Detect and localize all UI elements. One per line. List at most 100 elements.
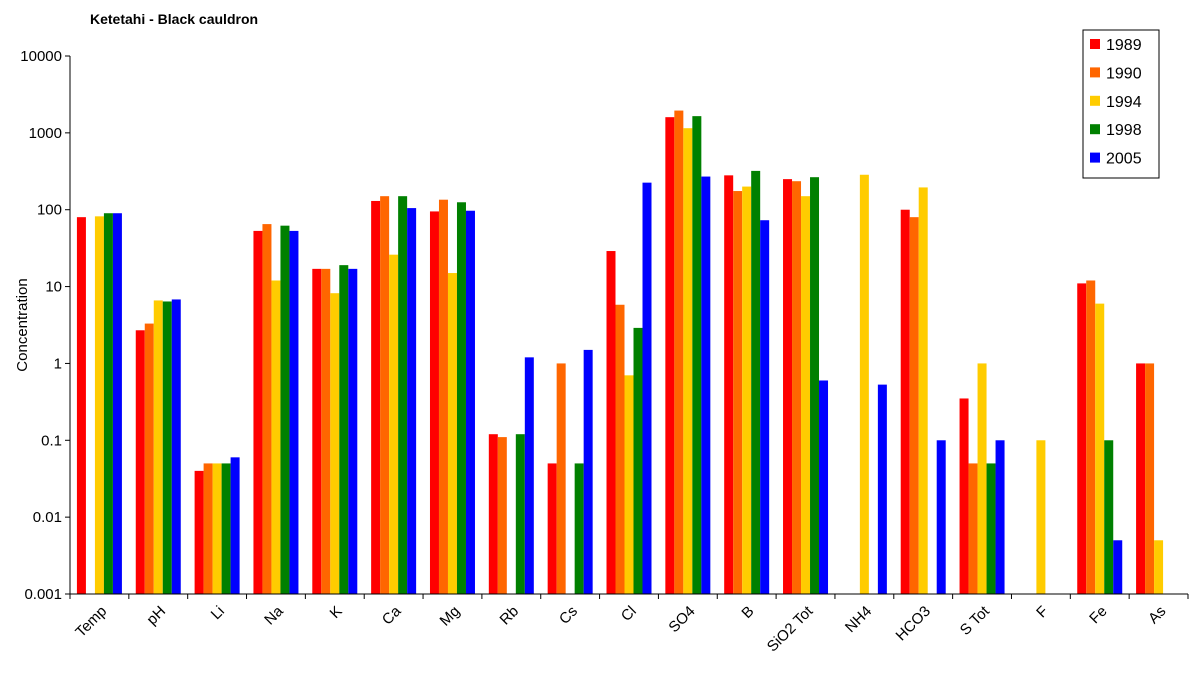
bar-2005-b	[760, 220, 770, 594]
bar-1989-li	[194, 470, 204, 594]
bar-1994-ph	[153, 300, 163, 594]
bar-1998-cl	[633, 327, 643, 594]
bar-1994-k	[330, 293, 340, 594]
bar-2005-li	[230, 457, 240, 594]
x-tick-label: SO4	[665, 603, 698, 636]
bar-1998-na	[280, 225, 290, 594]
bar-1990-as	[1145, 363, 1155, 594]
x-tick-label: Fe	[1086, 603, 1110, 627]
bar-1989-so4	[665, 117, 675, 594]
x-tick-label: Li	[208, 603, 228, 623]
bar-1989-as	[1136, 363, 1146, 594]
y-tick-label: 1	[54, 355, 62, 372]
bar-1990-k	[321, 268, 331, 594]
y-tick-label: 1000	[29, 125, 62, 142]
legend-swatch	[1090, 39, 1100, 49]
bar-2005-ca	[407, 208, 417, 594]
bar-1994-cl	[624, 375, 634, 594]
x-tick-label: Cl	[618, 603, 640, 625]
bar-1990-sio2-tot	[792, 181, 802, 594]
bar-2005-sio2-tot	[819, 380, 829, 594]
bar-1990-rb	[497, 437, 507, 594]
bar-1989-hco3	[900, 209, 910, 594]
x-tick-label: B	[738, 603, 757, 622]
bar-1994-li	[212, 463, 222, 594]
bar-1989-ca	[371, 200, 381, 595]
bar-2005-cs	[583, 349, 593, 594]
bar-1990-cs	[556, 363, 566, 594]
bar-1989-temp	[76, 217, 86, 594]
y-tick-label: 0.1	[41, 432, 62, 449]
legend-label: 1998	[1106, 122, 1142, 139]
bar-1990-s-tot	[968, 463, 978, 594]
bar-2005-rb	[524, 357, 534, 594]
x-tick-label: Mg	[437, 603, 464, 630]
bar-2005-mg	[465, 210, 475, 595]
x-tick-label: NH4	[842, 603, 875, 636]
bar-2005-na	[289, 230, 299, 595]
bar-1998-mg	[456, 202, 466, 594]
legend-swatch	[1090, 152, 1100, 163]
bar-1998-li	[221, 463, 231, 594]
bar-1994-nh4	[859, 174, 869, 594]
bar-2005-temp	[112, 213, 122, 594]
legend-label: 1989	[1106, 37, 1142, 54]
bar-1989-b	[724, 175, 734, 595]
bar-1990-na	[262, 224, 272, 594]
y-tick-label: 100	[37, 202, 62, 219]
bar-1989-cs	[547, 463, 557, 594]
bar-1990-fe	[1086, 280, 1096, 594]
bar-1994-f	[1036, 440, 1046, 594]
x-tick-label: S Tot	[957, 602, 994, 639]
bar-2005-k	[348, 268, 358, 594]
bar-1998-ca	[398, 196, 408, 594]
bar-2005-cl	[642, 182, 652, 594]
x-tick-label: Cs	[556, 603, 581, 628]
bar-1994-s-tot	[977, 363, 987, 594]
bars-group	[76, 110, 1164, 595]
bar-1998-so4	[692, 116, 702, 595]
bar-2005-s-tot	[995, 440, 1005, 594]
y-tick-label: 10000	[20, 48, 62, 65]
bar-1994-sio2-tot	[801, 196, 811, 594]
bar-1998-ph	[162, 301, 172, 594]
bar-1994-na	[271, 280, 281, 594]
bar-1989-cl	[606, 251, 616, 594]
bar-1994-fe	[1095, 303, 1105, 594]
bar-1998-sio2-tot	[810, 177, 820, 594]
legend-label: 1994	[1106, 94, 1142, 111]
x-tick-label: SiO2 Tot	[764, 602, 817, 655]
x-tick-label: As	[1145, 603, 1169, 627]
bar-1990-cl	[615, 304, 625, 594]
bar-1989-k	[312, 268, 322, 594]
bar-1990-b	[733, 191, 743, 594]
y-tick-label: 0.01	[33, 509, 62, 526]
x-tick-label: K	[327, 603, 346, 622]
bar-1998-fe	[1104, 440, 1114, 594]
x-tick-label: HCO3	[893, 603, 934, 644]
bar-1990-mg	[438, 199, 448, 594]
bar-1998-cs	[574, 463, 584, 594]
bar-1994-mg	[447, 273, 457, 594]
bar-1989-fe	[1077, 283, 1087, 594]
legend-label: 1990	[1106, 65, 1142, 82]
x-tick-label: Rb	[497, 603, 523, 629]
bar-1990-li	[203, 463, 213, 594]
x-tick-label: Na	[261, 602, 287, 628]
legend: 1989 1990 1994 1998 2005	[1082, 29, 1160, 179]
bar-1990-ph	[144, 323, 154, 594]
bar-1998-k	[339, 265, 349, 594]
bar-1990-hco3	[909, 217, 919, 594]
legend-swatch	[1090, 124, 1100, 135]
bar-1989-ph	[135, 330, 145, 594]
bar-1994-ca	[389, 254, 399, 594]
bar-2005-hco3	[936, 440, 946, 594]
y-tick-label: 0.001	[24, 586, 62, 603]
x-tick-label: pH	[144, 603, 170, 629]
bar-1989-s-tot	[959, 398, 969, 594]
bar-1998-b	[751, 170, 761, 595]
y-axis-label: Concentration	[14, 278, 31, 371]
legend-swatch	[1090, 67, 1100, 78]
bar-1994-b	[742, 186, 752, 594]
